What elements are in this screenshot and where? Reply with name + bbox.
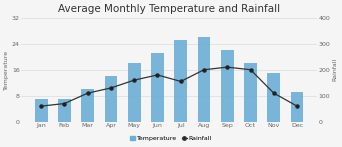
Bar	[105, 76, 117, 122]
Bar	[35, 99, 48, 122]
Title: Average Monthly Temperature and Rainfall: Average Monthly Temperature and Rainfall	[58, 4, 280, 14]
Y-axis label: Temperature: Temperature	[4, 50, 9, 90]
Bar	[128, 63, 141, 122]
Bar	[267, 73, 280, 122]
Bar	[291, 92, 303, 122]
Bar	[151, 54, 164, 122]
Bar	[81, 89, 94, 122]
Y-axis label: Rainfall: Rainfall	[333, 58, 338, 81]
Bar	[198, 37, 210, 122]
Bar	[244, 63, 257, 122]
Bar	[174, 40, 187, 122]
Bar	[221, 50, 234, 122]
Legend: Temperature, Rainfall: Temperature, Rainfall	[128, 133, 214, 144]
Bar	[58, 99, 71, 122]
